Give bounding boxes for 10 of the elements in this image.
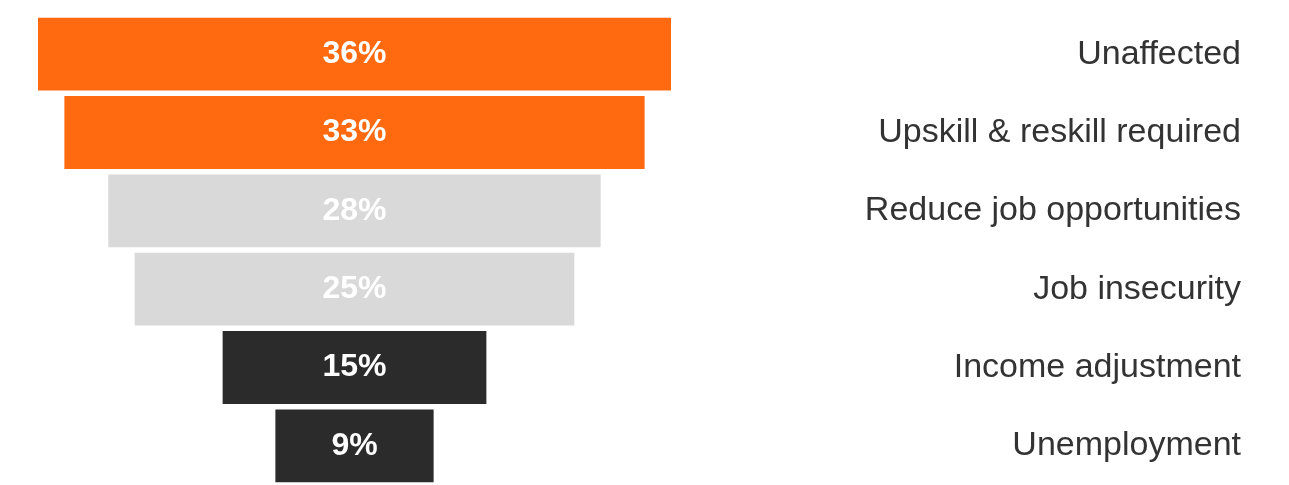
category-label: Reduce job opportunities	[864, 189, 1241, 228]
data-label: 15%	[322, 347, 387, 384]
data-label: 33%	[322, 112, 387, 149]
category-label: Income adjustment	[953, 345, 1242, 384]
data-label: 9%	[331, 425, 378, 462]
category-label: Unemployment	[1012, 424, 1242, 463]
data-label: 36%	[322, 33, 387, 70]
category-label: Job insecurity	[1033, 267, 1241, 306]
category-label: Upskill & reskill required	[878, 110, 1241, 149]
category-label: Unaffected	[1077, 32, 1241, 71]
